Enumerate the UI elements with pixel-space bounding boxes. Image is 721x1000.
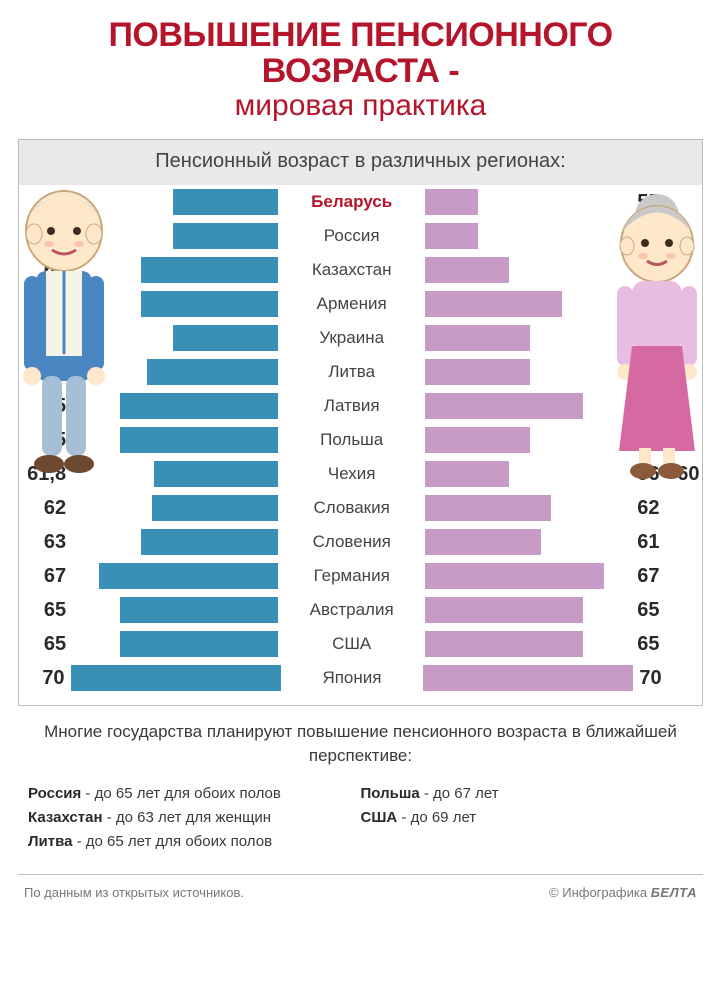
- female-bar: [425, 461, 509, 487]
- male-value: 63: [19, 531, 72, 554]
- plans-list: Россия - до 65 лет для обоих половКазахс…: [0, 768, 721, 854]
- plan-item: Польша - до 67 лет: [361, 782, 694, 806]
- page-subtitle: мировая практика: [20, 89, 701, 123]
- belta-logo: БЕЛТА: [651, 885, 697, 900]
- male-bar: [173, 189, 278, 215]
- male-bar: [173, 223, 278, 249]
- female-bar: [425, 563, 604, 589]
- grandpa-icon: [0, 176, 134, 516]
- country-label: Латвия: [278, 396, 425, 416]
- chart-row: 63 Словения 61: [19, 525, 702, 559]
- chart-row: 65 США 65: [19, 627, 702, 661]
- male-value: 65: [19, 599, 72, 622]
- female-value: 70: [633, 667, 702, 690]
- female-bar: [425, 223, 478, 249]
- plans-col-right: Польша - до 67 летСША - до 69 лет: [361, 782, 694, 854]
- male-bar: [152, 495, 278, 521]
- plan-country: Польша: [361, 785, 420, 802]
- plan-item: Литва - до 65 лет для обоих полов: [28, 830, 361, 854]
- female-bar: [425, 631, 583, 657]
- plan-detail: - до 63 лет для женщин: [103, 809, 272, 826]
- plan-item: Россия - до 65 лет для обоих полов: [28, 782, 361, 806]
- female-bar: [423, 665, 633, 691]
- female-bar: [425, 393, 583, 419]
- female-bar: [425, 597, 583, 623]
- female-bar: [425, 495, 551, 521]
- page-title: ПОВЫШЕНИЕ ПЕНСИОННОГО ВОЗРАСТА -: [20, 18, 701, 89]
- country-label: Чехия: [278, 464, 425, 484]
- plan-country: Казахстан: [28, 809, 103, 826]
- footer: По данным из открытых источников. © Инфо…: [18, 874, 703, 900]
- female-bar: [425, 291, 562, 317]
- female-value: 67: [631, 565, 702, 588]
- chart-row: 70 Япония 70: [19, 661, 702, 695]
- male-value: 65: [19, 633, 72, 656]
- male-bar: [147, 359, 278, 385]
- plan-detail: - до 69 лет: [397, 809, 476, 826]
- plans-col-left: Россия - до 65 лет для обоих половКазахс…: [28, 782, 361, 854]
- plan-item: США - до 69 лет: [361, 806, 694, 830]
- country-label: Польша: [278, 430, 425, 450]
- male-bar: [120, 393, 278, 419]
- female-bar: [425, 257, 509, 283]
- country-label: Украина: [278, 328, 425, 348]
- male-value: 67: [19, 565, 72, 588]
- male-bar: [120, 597, 278, 623]
- plan-item: Казахстан - до 63 лет для женщин: [28, 806, 361, 830]
- country-label: Словакия: [278, 498, 425, 518]
- plans-intro: Многие государства планируют повышение п…: [0, 706, 721, 768]
- male-bar: [154, 461, 278, 487]
- male-bar: [71, 665, 281, 691]
- country-label: Армения: [278, 294, 425, 314]
- plan-detail: - до 67 лет: [420, 785, 499, 802]
- female-bar: [425, 529, 541, 555]
- country-label: Казахстан: [278, 260, 425, 280]
- plan-detail: - до 65 лет для обоих полов: [81, 785, 281, 802]
- male-bar: [120, 631, 278, 657]
- plan-country: Россия: [28, 785, 81, 802]
- male-bar: [120, 427, 278, 453]
- female-value: 61: [631, 531, 702, 554]
- country-label: Беларусь: [278, 192, 425, 212]
- source-text: По данным из открытых источников.: [24, 885, 244, 900]
- country-label: США: [278, 634, 425, 654]
- copyright: © Инфографика БЕЛТА: [549, 885, 697, 900]
- plan-detail: - до 65 лет для обоих полов: [72, 833, 272, 850]
- chart-row: 65 Австралия 65: [19, 593, 702, 627]
- male-bar: [141, 529, 278, 555]
- country-label: Германия: [278, 566, 425, 586]
- grandma-icon: [587, 176, 721, 516]
- female-value: 65: [631, 633, 702, 656]
- female-bar: [425, 427, 530, 453]
- chart-row: 67 Германия 67: [19, 559, 702, 593]
- male-bar: [99, 563, 278, 589]
- female-value: 65: [631, 599, 702, 622]
- plan-country: Литва: [28, 833, 72, 850]
- female-bar: [425, 359, 530, 385]
- male-value: 70: [19, 667, 71, 690]
- male-bar: [141, 291, 278, 317]
- country-label: Россия: [278, 226, 425, 246]
- female-bar: [425, 189, 478, 215]
- country-label: Австралия: [278, 600, 425, 620]
- male-bar: [141, 257, 278, 283]
- plan-country: США: [361, 809, 398, 826]
- female-bar: [425, 325, 530, 351]
- country-label: Словения: [278, 532, 425, 552]
- header: ПОВЫШЕНИЕ ПЕНСИОННОГО ВОЗРАСТА - мировая…: [0, 0, 721, 133]
- country-label: Литва: [278, 362, 425, 382]
- male-bar: [173, 325, 278, 351]
- country-label: Япония: [281, 668, 424, 688]
